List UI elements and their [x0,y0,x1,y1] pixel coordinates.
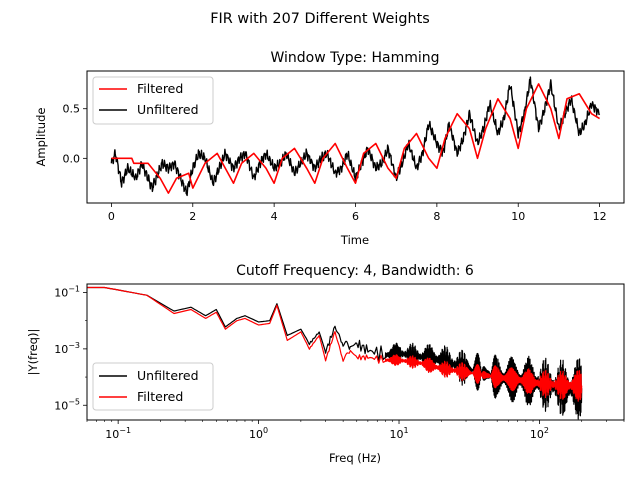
time-xtick-label: 4 [271,210,278,223]
time-xtick-label: 2 [189,210,196,223]
time-series-unfiltered-line [110,76,601,197]
time-plot-xlabel: Time [340,233,369,247]
time-domain-subplot: Window Type: Hamming Time Amplitude 0 2 4 6… [34,50,625,247]
figure-suptitle: FIR with 207 Different Weights [210,11,430,27]
freq-series-filtered-line [87,286,583,402]
time-xtick-label: 8 [433,210,440,223]
time-xtick-label: 10 [511,210,525,223]
time-ytick-label: 0.0 [63,152,81,165]
time-xtick-label: 12 [593,210,607,223]
time-xtick-label: 6 [352,210,359,223]
time-ytick-label: 0.5 [63,103,81,116]
freq-plot-legend: Unfiltered Filtered [92,362,214,411]
time-plot-frame [86,70,625,204]
freq-plot-xlabel: Freq (Hz) [329,451,381,465]
freq-plot-ylabel: |Y(freq)| [26,329,40,376]
frequency-domain-subplot: Cutoff Frequency: 4, Bandwidth: 6 Freq (… [26,263,625,465]
freq-plot-frame [86,283,625,421]
time-plot-legend: Filtered Unfiltered [92,76,214,125]
time-legend-unfiltered-label: Unfiltered [137,102,199,117]
freq-legend-box [92,362,214,411]
time-series-filtered-line [111,83,601,194]
freq-legend-filtered-label: Filtered [137,389,183,404]
freq-plot-title: Cutoff Frequency: 4, Bandwidth: 6 [236,263,474,279]
time-plot-title: Window Type: Hamming [270,50,439,66]
freq-legend-unfiltered-label: Unfiltered [137,368,199,383]
time-plot-ylabel: Amplitude [34,108,48,167]
time-legend-filtered-label: Filtered [137,81,183,96]
time-xtick-label: 0 [108,210,115,223]
